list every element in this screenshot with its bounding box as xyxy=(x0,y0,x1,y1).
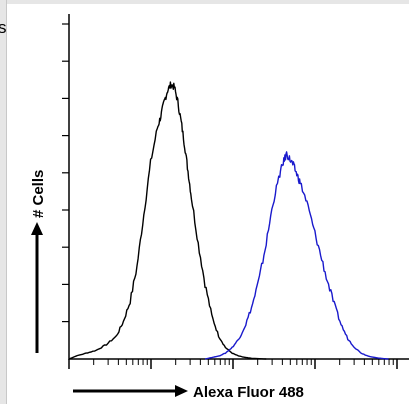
x-axis-arrowhead xyxy=(175,385,188,397)
x-ticks xyxy=(68,359,398,369)
series-group xyxy=(68,81,389,360)
histogram-series-2 xyxy=(204,151,389,360)
y-axis-arrowhead xyxy=(31,222,43,235)
left-gutter xyxy=(0,0,6,404)
y-axis-title: # Cells xyxy=(30,170,47,218)
y-ticks xyxy=(62,23,69,323)
x-axis-title: Alexa Fluor 488 xyxy=(193,384,304,401)
histogram-series-1 xyxy=(68,81,267,360)
x-axis-title-group: Alexa Fluor 488 xyxy=(73,384,304,401)
y-axis-title-group: # Cells xyxy=(30,170,47,353)
top-gutter xyxy=(6,0,409,4)
edge-text-fragment: s xyxy=(0,18,7,37)
